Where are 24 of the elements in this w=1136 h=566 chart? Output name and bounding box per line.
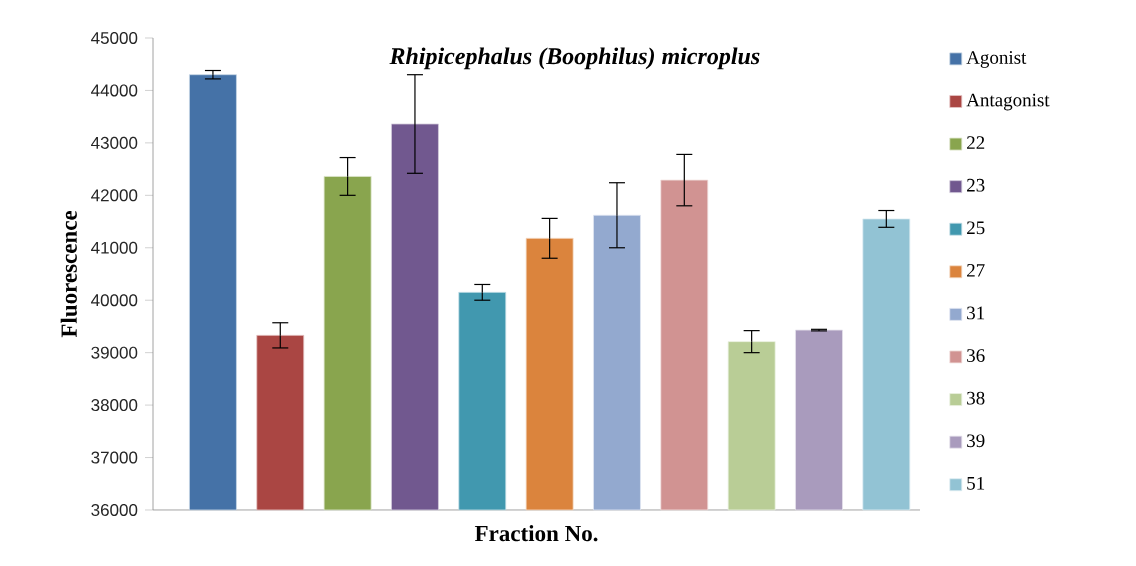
y-axis-title: Fluorescence <box>60 210 77 338</box>
y-tick-label: 43000 <box>91 136 138 149</box>
x-axis-title: Fraction No. <box>474 525 598 542</box>
y-tick-label: 39000 <box>91 346 138 359</box>
legend-label: 38 <box>967 391 985 405</box>
legend-label: 31 <box>967 306 985 320</box>
y-tick-label: 41000 <box>91 241 138 254</box>
y-tick-label: 45000 <box>91 31 138 44</box>
y-tick-label: 42000 <box>91 189 138 202</box>
legend-label: 51 <box>967 476 985 490</box>
chart-title: Rhipicephalus (Boophilus) microplus <box>389 47 760 70</box>
legend-label: Antagonist <box>966 93 1050 111</box>
legend-label: 22 <box>967 136 985 149</box>
legend-label: Agonist <box>966 51 1027 68</box>
y-tick-label: 36000 <box>91 503 138 516</box>
y-tick-label: 37000 <box>91 451 138 464</box>
legend-label: 27 <box>967 264 985 277</box>
y-tick-label: 44000 <box>91 84 138 97</box>
legend-label: 36 <box>967 349 985 362</box>
legend-label: 23 <box>967 178 985 192</box>
legend-label: 39 <box>967 434 985 448</box>
y-tick-label: 38000 <box>91 399 138 412</box>
legend-label: 25 <box>967 221 985 235</box>
y-tick-label: 40000 <box>91 294 138 307</box>
